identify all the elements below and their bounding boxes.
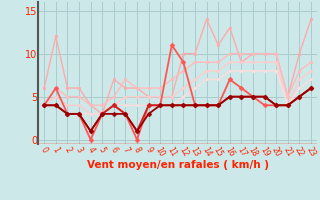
X-axis label: Vent moyen/en rafales ( km/h ): Vent moyen/en rafales ( km/h ) [87,160,268,170]
